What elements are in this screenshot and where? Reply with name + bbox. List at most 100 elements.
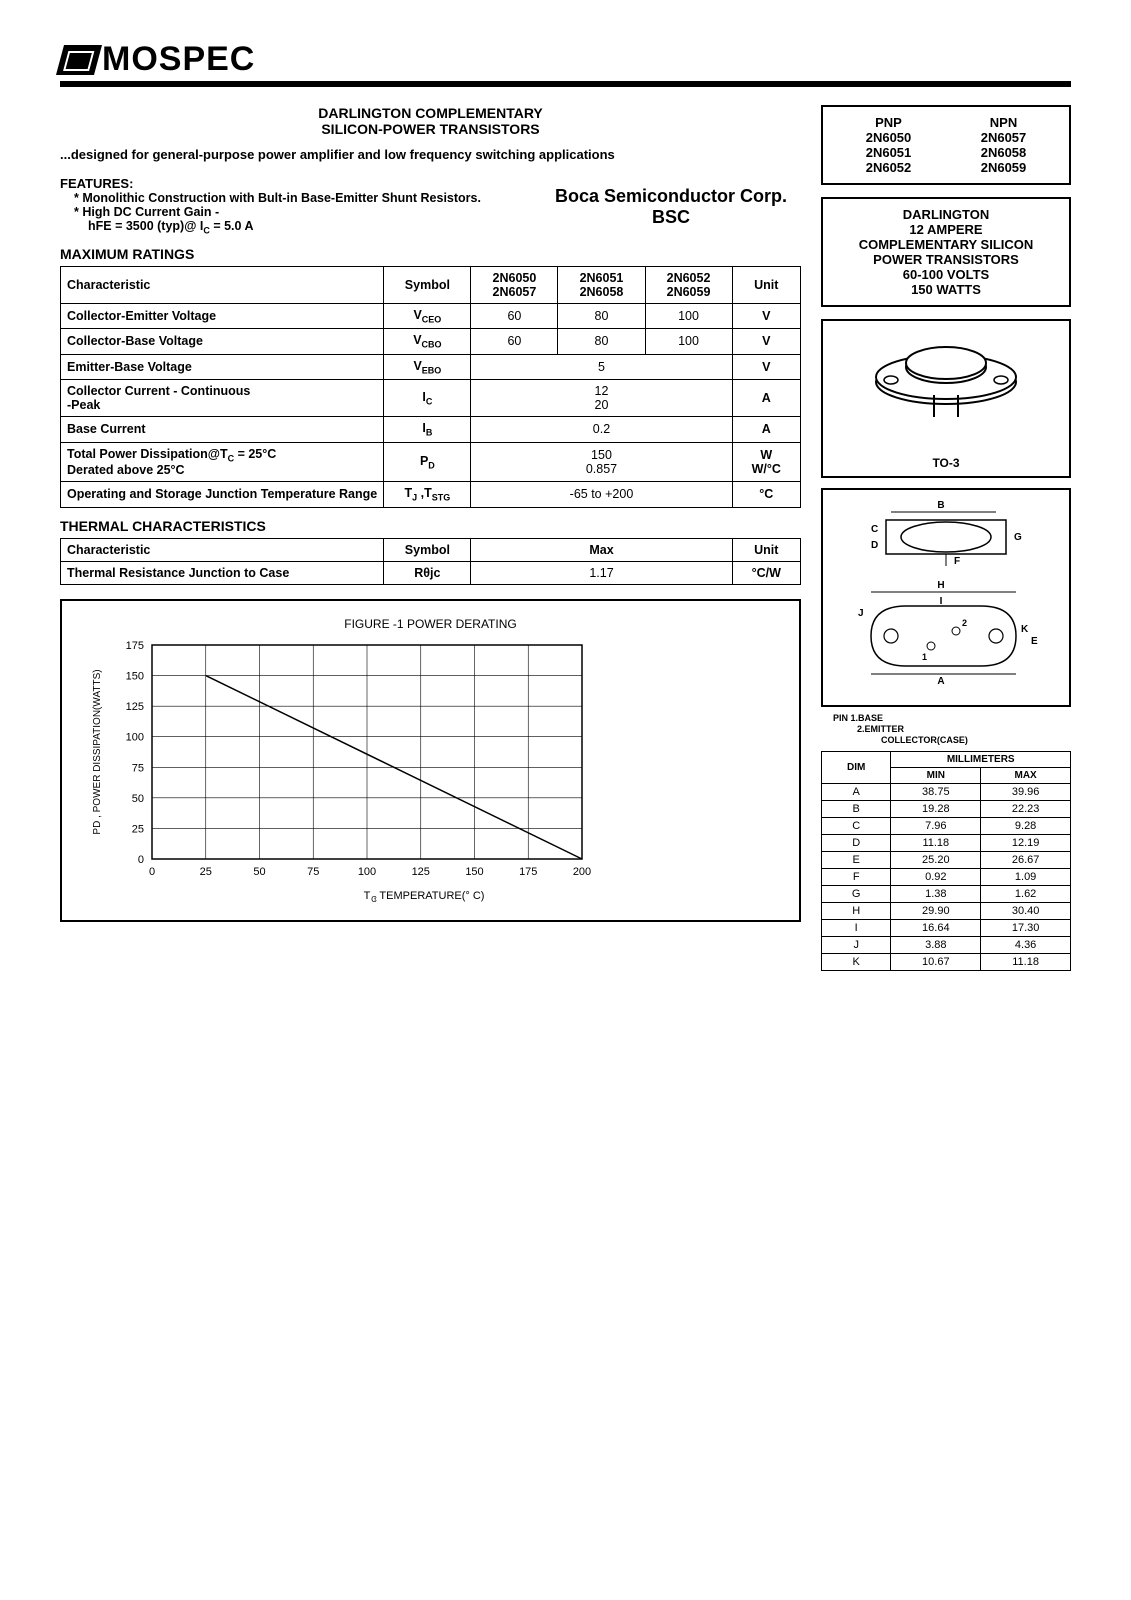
svg-text:D: D: [871, 540, 878, 551]
dim-letter: B: [822, 801, 891, 818]
dim-letter: I: [822, 920, 891, 937]
dim-max: 39.96: [981, 784, 1071, 801]
dim-row: I16.6417.30: [822, 920, 1071, 937]
dim-max: 9.28: [981, 818, 1071, 835]
dim-min: 1.38: [891, 886, 981, 903]
ratings-row: Operating and Storage Junction Temperatu…: [61, 482, 801, 508]
ratings-sym: VEBO: [384, 354, 471, 380]
ratings-row: Emitter-Base VoltageVEBO5V: [61, 354, 801, 380]
dim-max: 30.40: [981, 903, 1071, 920]
mospec-logo-icon: [56, 45, 102, 75]
ratings-sym: VCEO: [384, 303, 471, 329]
ratings-value: 80: [558, 329, 645, 355]
svg-text:1: 1: [922, 652, 927, 662]
svg-text:T: T: [364, 890, 371, 902]
svg-text:100: 100: [126, 731, 144, 743]
col-symbol: Symbol: [384, 266, 471, 303]
ratings-value: 60: [471, 303, 558, 329]
ratings-row: Base CurrentIB0.2A: [61, 417, 801, 443]
ratings-sym: VCBO: [384, 329, 471, 355]
family-line: POWER TRANSISTORS: [831, 252, 1061, 267]
family-line: 60-100 VOLTS: [831, 267, 1061, 282]
dim-min: 38.75: [891, 784, 981, 801]
bsc-abbr: BSC: [541, 207, 801, 228]
svg-text:75: 75: [132, 762, 144, 774]
max-ratings-header: MAXIMUM RATINGS: [60, 246, 801, 262]
ratings-char: Operating and Storage Junction Temperatu…: [61, 482, 384, 508]
ratings-sym: IC: [384, 380, 471, 417]
svg-text:H: H: [937, 580, 944, 591]
svg-text:150: 150: [465, 866, 483, 878]
dim-letter: A: [822, 784, 891, 801]
family-box: DARLINGTON12 AMPERECOMPLEMENTARY SILICON…: [821, 197, 1071, 307]
dim-row: H29.9030.40: [822, 903, 1071, 920]
ratings-char: Collector-Emitter Voltage: [61, 303, 384, 329]
dimensions-table: DIM MILLIMETERS MIN MAX A38.7539.96B19.2…: [821, 751, 1071, 971]
dim-row: E25.2026.67: [822, 852, 1071, 869]
dim-row: C7.969.28: [822, 818, 1071, 835]
dim-row: G1.381.62: [822, 886, 1071, 903]
ratings-unit: V: [732, 329, 800, 355]
col-6051: 2N60512N6058: [558, 266, 645, 303]
ratings-unit: V: [732, 354, 800, 380]
ratings-unit: WW/°C: [732, 442, 800, 482]
npn-header: NPN: [946, 115, 1061, 130]
npn-part: 2N6057: [946, 130, 1061, 145]
family-line: 150 WATTS: [831, 282, 1061, 297]
pnp-header: PNP: [831, 115, 946, 130]
svg-text:K: K: [1021, 624, 1029, 635]
svg-text:A: A: [937, 676, 944, 687]
ratings-row: Collector Current - Continuous-PeakIC122…: [61, 380, 801, 417]
svg-text:G: G: [1014, 532, 1022, 543]
ratings-unit: V: [732, 303, 800, 329]
dim-letter: D: [822, 835, 891, 852]
max-ratings-table: Characteristic Symbol 2N60502N6057 2N605…: [60, 266, 801, 508]
dim-max: 26.67: [981, 852, 1071, 869]
title-block: DARLINGTON COMPLEMENTARY SILICON-POWER T…: [60, 105, 801, 137]
ratings-value: 5: [471, 354, 732, 380]
dim-letter: F: [822, 869, 891, 886]
svg-text:F: F: [954, 556, 960, 567]
svg-text:C: C: [871, 524, 878, 535]
col-characteristic: Characteristic: [61, 266, 384, 303]
ratings-sym: PD: [384, 442, 471, 482]
dim-letter: H: [822, 903, 891, 920]
pin-note: PIN 1.BASE2.EMITTERCOLLECTOR(CASE): [821, 713, 1071, 745]
dim-max: 17.30: [981, 920, 1071, 937]
svg-text:0: 0: [138, 854, 144, 866]
bsc-name: Boca Semiconductor Corp.: [541, 186, 801, 207]
dim-min: 3.88: [891, 937, 981, 954]
dim-row: J3.884.36: [822, 937, 1071, 954]
dim-max: 4.36: [981, 937, 1071, 954]
pin-note-line: COLLECTOR(CASE): [833, 735, 1071, 746]
ratings-sym: TJ ,TSTG: [384, 482, 471, 508]
th-max: Max: [471, 538, 732, 561]
col-unit: Unit: [732, 266, 800, 303]
outline-drawing-box: B C D G F H I 1 2 J K: [821, 488, 1071, 707]
family-line: DARLINGTON: [831, 207, 1061, 222]
derating-chart: 0255075100125150175200025507510012515017…: [82, 635, 602, 905]
logo-text: MOSPEC: [102, 40, 255, 79]
dim-row: A38.7539.96: [822, 784, 1071, 801]
pin-note-line: 2.EMITTER: [833, 724, 1071, 735]
svg-text:125: 125: [412, 866, 430, 878]
dim-min: 19.28: [891, 801, 981, 818]
npn-part: 2N6058: [946, 145, 1061, 160]
outline-drawing-icon: B C D G F H I 1 2 J K: [829, 496, 1063, 696]
svg-text:50: 50: [253, 866, 265, 878]
dim-letter: E: [822, 852, 891, 869]
ratings-value: -65 to +200: [471, 482, 732, 508]
svg-text:125: 125: [126, 701, 144, 713]
min-hdr: MIN: [891, 768, 981, 784]
th-unit: Unit: [732, 538, 800, 561]
package-label: TO-3: [829, 456, 1063, 470]
thermal-char: Thermal Resistance Junction to Case: [61, 561, 384, 584]
ratings-row: Total Power Dissipation@TC = 25°CDerated…: [61, 442, 801, 482]
derating-chart-box: FIGURE -1 POWER DERATING 025507510012515…: [60, 599, 801, 922]
feature-2: * High DC Current Gain -: [74, 205, 529, 219]
ratings-value: 1220: [471, 380, 732, 417]
dim-letter: C: [822, 818, 891, 835]
ratings-row: Collector-Emitter VoltageVCEO6080100V: [61, 303, 801, 329]
svg-text:25: 25: [132, 823, 144, 835]
dim-min: 25.20: [891, 852, 981, 869]
